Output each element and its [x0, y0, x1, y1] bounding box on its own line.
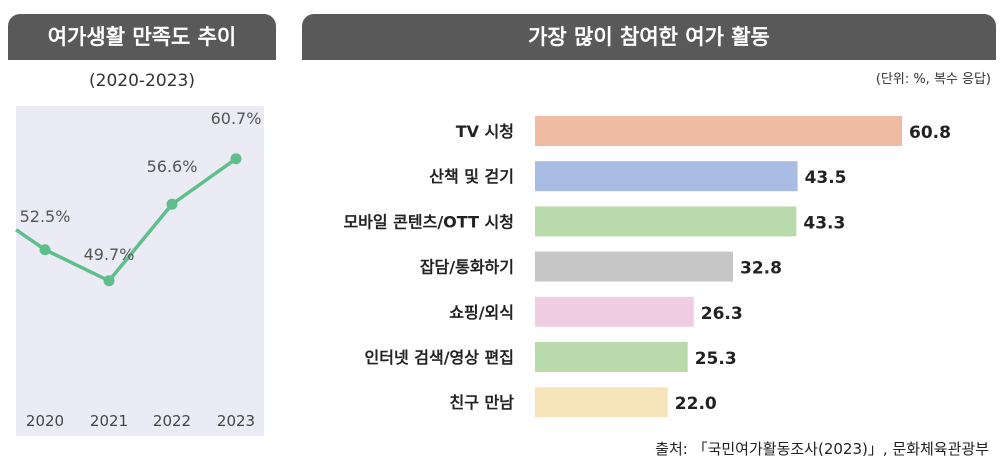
unit-note: (단위: %, 복수 응답) — [875, 72, 991, 87]
data-label: 52.5% — [20, 207, 71, 226]
value-label: 60.8 — [909, 123, 951, 143]
category-label: 산책 및 걷기 — [429, 167, 514, 186]
data-label: 60.7% — [211, 109, 262, 128]
data-label: 49.7% — [84, 245, 135, 264]
category-label: 모바일 콘텐츠/OTT 시청 — [343, 212, 514, 231]
data-point — [103, 275, 115, 287]
bar — [535, 387, 668, 418]
x-tick-label: 2020 — [26, 412, 64, 430]
value-label: 25.3 — [695, 349, 737, 369]
value-label: 26.3 — [701, 304, 743, 324]
left-chart-subtitle: (2020-2023) — [89, 71, 195, 91]
right-chart-header: 가장 많이 참여한 여가 활동 — [302, 14, 996, 60]
x-tick-label: 2023 — [217, 412, 255, 430]
bar — [535, 206, 797, 237]
category-label: 친구 만남 — [450, 393, 515, 412]
data-point — [166, 198, 178, 210]
bar — [535, 296, 694, 327]
category-label: 잡담/통화하기 — [420, 258, 514, 277]
data-point — [230, 153, 242, 165]
category-label: 쇼핑/외식 — [449, 303, 514, 322]
data-point — [39, 244, 51, 256]
value-label: 43.5 — [805, 168, 847, 188]
x-tick-label: 2021 — [90, 412, 128, 430]
bar — [535, 161, 798, 192]
bar — [535, 116, 902, 146]
value-label: 22.0 — [675, 394, 717, 414]
line-chart-panel — [16, 106, 264, 436]
data-label: 56.6% — [147, 157, 198, 176]
category-label: TV 시청 — [456, 122, 514, 141]
source-note: 출처: 「국민여가활동조사(2023)」, 문화체육관광부 — [655, 440, 989, 458]
value-label: 32.8 — [740, 259, 782, 279]
category-label: 인터넷 검색/영상 편집 — [365, 348, 514, 367]
bar — [535, 251, 733, 282]
x-tick-label: 2022 — [153, 412, 191, 430]
left-chart-header: 여가생활 만족도 추이 — [8, 14, 276, 60]
bar — [535, 342, 688, 372]
value-label: 43.3 — [803, 213, 845, 233]
